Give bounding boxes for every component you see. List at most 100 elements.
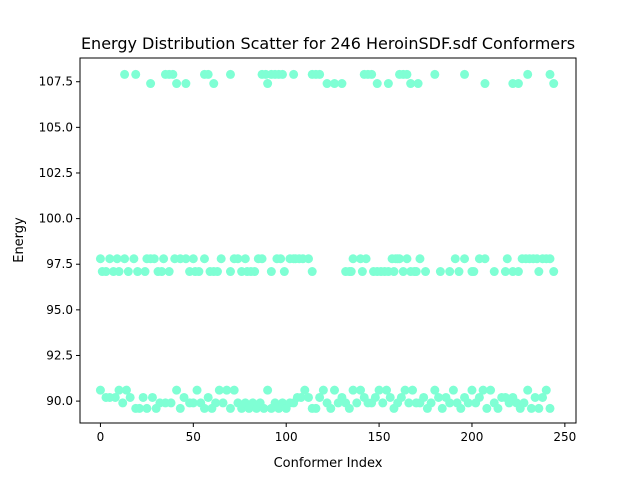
- data-point: [549, 267, 559, 277]
- y-axis-label: Energy: [12, 217, 27, 263]
- data-point: [421, 267, 431, 277]
- data-point: [120, 254, 130, 264]
- plot-area-frame: [79, 57, 577, 424]
- y-tick-label: 105.0: [39, 120, 73, 134]
- data-point: [279, 267, 289, 277]
- data-point: [549, 79, 559, 89]
- data-point: [367, 69, 377, 79]
- data-point: [419, 392, 429, 402]
- data-point: [133, 267, 143, 277]
- data-point: [326, 403, 336, 413]
- data-point: [357, 267, 367, 277]
- x-tick-label: 100: [275, 430, 298, 444]
- data-point: [330, 79, 340, 89]
- data-point: [276, 254, 286, 264]
- data-point: [140, 267, 150, 277]
- data-point: [164, 267, 174, 277]
- y-tick-label: 92.5: [46, 348, 73, 362]
- data-point: [203, 69, 213, 79]
- data-point: [430, 385, 440, 395]
- data-point: [181, 79, 191, 89]
- data-point: [259, 403, 269, 413]
- data-point: [105, 254, 115, 264]
- data-point: [396, 392, 406, 402]
- data-point: [344, 403, 354, 413]
- data-point: [456, 403, 466, 413]
- data-point: [199, 403, 209, 413]
- data-point: [277, 69, 287, 79]
- data-point: [534, 267, 544, 277]
- data-point: [389, 267, 399, 277]
- x-tick-label: 200: [461, 430, 484, 444]
- data-point: [519, 398, 529, 408]
- data-point: [413, 79, 423, 89]
- data-point: [502, 254, 512, 264]
- data-point: [131, 69, 141, 79]
- data-point: [225, 267, 235, 277]
- data-point: [263, 385, 273, 395]
- data-point: [500, 267, 510, 277]
- data-point: [101, 267, 111, 277]
- data-point: [263, 79, 273, 89]
- data-point: [460, 69, 470, 79]
- data-point: [95, 385, 105, 395]
- data-point: [112, 254, 122, 264]
- data-point: [486, 385, 496, 395]
- data-point: [469, 267, 479, 277]
- data-point: [411, 267, 421, 277]
- data-point: [216, 254, 226, 264]
- data-point: [348, 385, 358, 395]
- data-point: [523, 69, 533, 79]
- data-point: [315, 392, 325, 402]
- data-point: [478, 385, 488, 395]
- data-point: [303, 254, 313, 264]
- data-point: [402, 69, 412, 79]
- data-point: [123, 267, 133, 277]
- data-point: [95, 254, 105, 264]
- data-point: [296, 392, 306, 402]
- data-point: [513, 267, 523, 277]
- data-point: [434, 392, 444, 402]
- data-point: [448, 385, 458, 395]
- data-point: [523, 385, 533, 395]
- data-point: [159, 254, 169, 264]
- data-point: [212, 267, 222, 277]
- data-point: [356, 385, 366, 395]
- y-tick-label: 102.5: [39, 166, 73, 180]
- data-point: [300, 385, 310, 395]
- data-point: [402, 254, 412, 264]
- data-point: [289, 69, 299, 79]
- data-point: [378, 398, 388, 408]
- x-tick-label: 50: [186, 430, 201, 444]
- data-point: [315, 69, 325, 79]
- data-point: [214, 385, 224, 395]
- data-point: [454, 267, 464, 277]
- data-point: [125, 392, 135, 402]
- data-point: [467, 385, 477, 395]
- data-point: [118, 398, 128, 408]
- data-point: [194, 267, 204, 277]
- data-point: [426, 398, 436, 408]
- data-point: [437, 403, 447, 413]
- data-point: [199, 254, 209, 264]
- x-tick-label: 0: [97, 430, 105, 444]
- data-point: [120, 69, 130, 79]
- data-point: [526, 403, 536, 413]
- data-points: [95, 69, 559, 413]
- data-point: [480, 254, 490, 264]
- data-point: [545, 254, 555, 264]
- data-point: [395, 254, 405, 264]
- y-tick-label: 90.0: [46, 394, 73, 408]
- data-point: [385, 392, 395, 402]
- data-point: [266, 267, 276, 277]
- data-point: [408, 385, 418, 395]
- x-axis: 0 50 100 150 200 250: [97, 423, 576, 444]
- y-tick-label: 100.0: [39, 212, 73, 226]
- data-point: [489, 267, 499, 277]
- data-point: [114, 385, 124, 395]
- data-point: [138, 392, 148, 402]
- data-point: [450, 254, 460, 264]
- y-tick-label: 97.5: [46, 257, 73, 271]
- data-point: [179, 392, 189, 402]
- data-point: [142, 403, 152, 413]
